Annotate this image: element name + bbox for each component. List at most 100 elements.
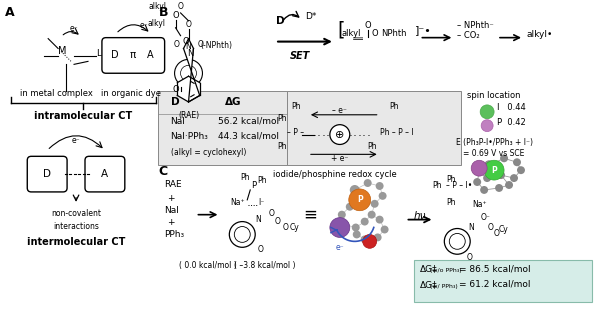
Text: (-NPhth): (-NPhth) — [200, 41, 232, 50]
Text: N: N — [469, 223, 474, 232]
Text: non-covalent: non-covalent — [51, 209, 101, 218]
Text: – P –: – P – — [287, 128, 305, 137]
Text: +: + — [167, 194, 174, 203]
Text: ( 0.0 kcal/mol ): ( 0.0 kcal/mol ) — [179, 261, 236, 270]
Text: 44.3 kcal/mol: 44.3 kcal/mol — [218, 132, 280, 141]
Text: B: B — [158, 6, 168, 19]
Text: O: O — [466, 253, 472, 262]
Text: = 0.69 V vs SCE: = 0.69 V vs SCE — [463, 149, 525, 158]
Text: Ph: Ph — [277, 114, 287, 123]
Text: M: M — [58, 46, 67, 57]
Bar — [166, 14, 215, 108]
Circle shape — [505, 181, 513, 189]
Circle shape — [346, 203, 354, 211]
Circle shape — [361, 218, 368, 225]
Text: [: [ — [338, 20, 346, 39]
Text: Ph: Ph — [432, 182, 442, 191]
Text: in organic dye: in organic dye — [101, 89, 161, 98]
Text: PPh₃: PPh₃ — [164, 230, 184, 239]
Text: (w/ PPh₃): (w/ PPh₃) — [430, 284, 458, 289]
Circle shape — [368, 211, 376, 219]
Text: Ph: Ph — [389, 102, 398, 111]
Circle shape — [374, 234, 382, 241]
Text: O: O — [494, 229, 500, 238]
Text: O: O — [172, 85, 179, 94]
Circle shape — [379, 192, 386, 200]
Text: O: O — [487, 223, 493, 232]
Text: e⁻: e⁻ — [70, 24, 79, 33]
Circle shape — [517, 166, 525, 174]
Text: A: A — [5, 6, 15, 19]
Text: NPhth: NPhth — [380, 29, 406, 38]
Text: A: A — [148, 50, 154, 60]
Circle shape — [350, 185, 360, 195]
Circle shape — [497, 171, 505, 179]
Polygon shape — [178, 76, 200, 102]
Text: alkyl: alkyl — [342, 29, 361, 38]
Text: SET: SET — [290, 52, 310, 62]
Text: – P – I•: – P – I• — [446, 182, 473, 191]
Circle shape — [364, 179, 371, 187]
Text: P: P — [491, 166, 497, 175]
Text: O: O — [197, 40, 203, 49]
Text: D: D — [276, 16, 284, 26]
Text: O: O — [182, 37, 189, 46]
Text: in metal complex: in metal complex — [20, 89, 92, 98]
Text: C: C — [158, 165, 168, 178]
Circle shape — [330, 125, 350, 144]
Text: N: N — [187, 49, 194, 58]
Text: Ph: Ph — [277, 142, 287, 151]
Text: P  0.42: P 0.42 — [497, 118, 526, 127]
Circle shape — [510, 174, 518, 182]
Text: – CO₂: – CO₂ — [457, 31, 480, 40]
Text: ]⁻•: ]⁻• — [415, 25, 431, 35]
Text: NaI: NaI — [170, 117, 185, 126]
Circle shape — [480, 186, 488, 194]
Text: I⁻: I⁻ — [258, 198, 265, 207]
Circle shape — [359, 198, 367, 206]
Circle shape — [371, 200, 379, 208]
Circle shape — [475, 168, 483, 176]
Circle shape — [175, 59, 202, 87]
Circle shape — [229, 222, 255, 247]
Text: Na⁺: Na⁺ — [230, 198, 245, 207]
Text: ≡: ≡ — [303, 206, 317, 224]
Text: ΔG‡: ΔG‡ — [419, 264, 437, 273]
Text: = 61.2 kcal/mol: = 61.2 kcal/mol — [459, 280, 531, 289]
Circle shape — [353, 230, 361, 239]
Circle shape — [445, 229, 470, 254]
Circle shape — [235, 226, 250, 242]
Text: + e⁻: + e⁻ — [331, 154, 349, 163]
Bar — [158, 91, 287, 165]
Text: D*: D* — [305, 12, 316, 21]
Text: I   0.44: I 0.44 — [497, 103, 526, 112]
Text: O: O — [283, 223, 289, 232]
Circle shape — [341, 220, 349, 229]
Text: spin location: spin location — [467, 91, 521, 100]
Text: O: O — [371, 29, 378, 38]
Text: ⊕: ⊕ — [335, 130, 344, 140]
Circle shape — [376, 216, 383, 224]
Text: N: N — [185, 42, 191, 51]
Text: ΔG‡: ΔG‡ — [419, 280, 437, 289]
Text: Ph: Ph — [257, 176, 267, 185]
Text: Na⁺: Na⁺ — [472, 200, 487, 209]
Text: O: O — [178, 2, 184, 12]
Text: 56.2 kcal/mol: 56.2 kcal/mol — [218, 117, 280, 126]
Text: D: D — [111, 50, 119, 60]
Text: P: P — [357, 195, 362, 204]
Circle shape — [513, 158, 521, 166]
Text: (w/o PPh₃): (w/o PPh₃) — [430, 268, 462, 273]
Text: hν: hν — [413, 211, 425, 221]
Text: O: O — [172, 12, 179, 21]
Text: e⁻: e⁻ — [335, 243, 344, 252]
Circle shape — [380, 225, 389, 234]
Text: RAE: RAE — [164, 180, 181, 189]
Text: O: O — [173, 40, 179, 49]
Text: Ph: Ph — [241, 173, 250, 182]
Text: Cy: Cy — [499, 225, 509, 234]
Circle shape — [495, 184, 503, 192]
Circle shape — [352, 224, 360, 231]
Text: Ph: Ph — [446, 175, 456, 184]
Text: alkyl: alkyl — [149, 2, 167, 12]
